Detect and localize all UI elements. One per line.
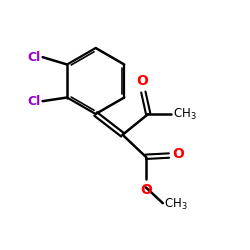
Text: Cl: Cl xyxy=(28,51,41,64)
Text: CH$_3$: CH$_3$ xyxy=(164,197,188,212)
Text: O: O xyxy=(136,74,148,88)
Text: O: O xyxy=(172,147,184,161)
Text: CH$_3$: CH$_3$ xyxy=(173,106,196,122)
Text: Cl: Cl xyxy=(28,95,41,108)
Text: O: O xyxy=(140,183,152,197)
